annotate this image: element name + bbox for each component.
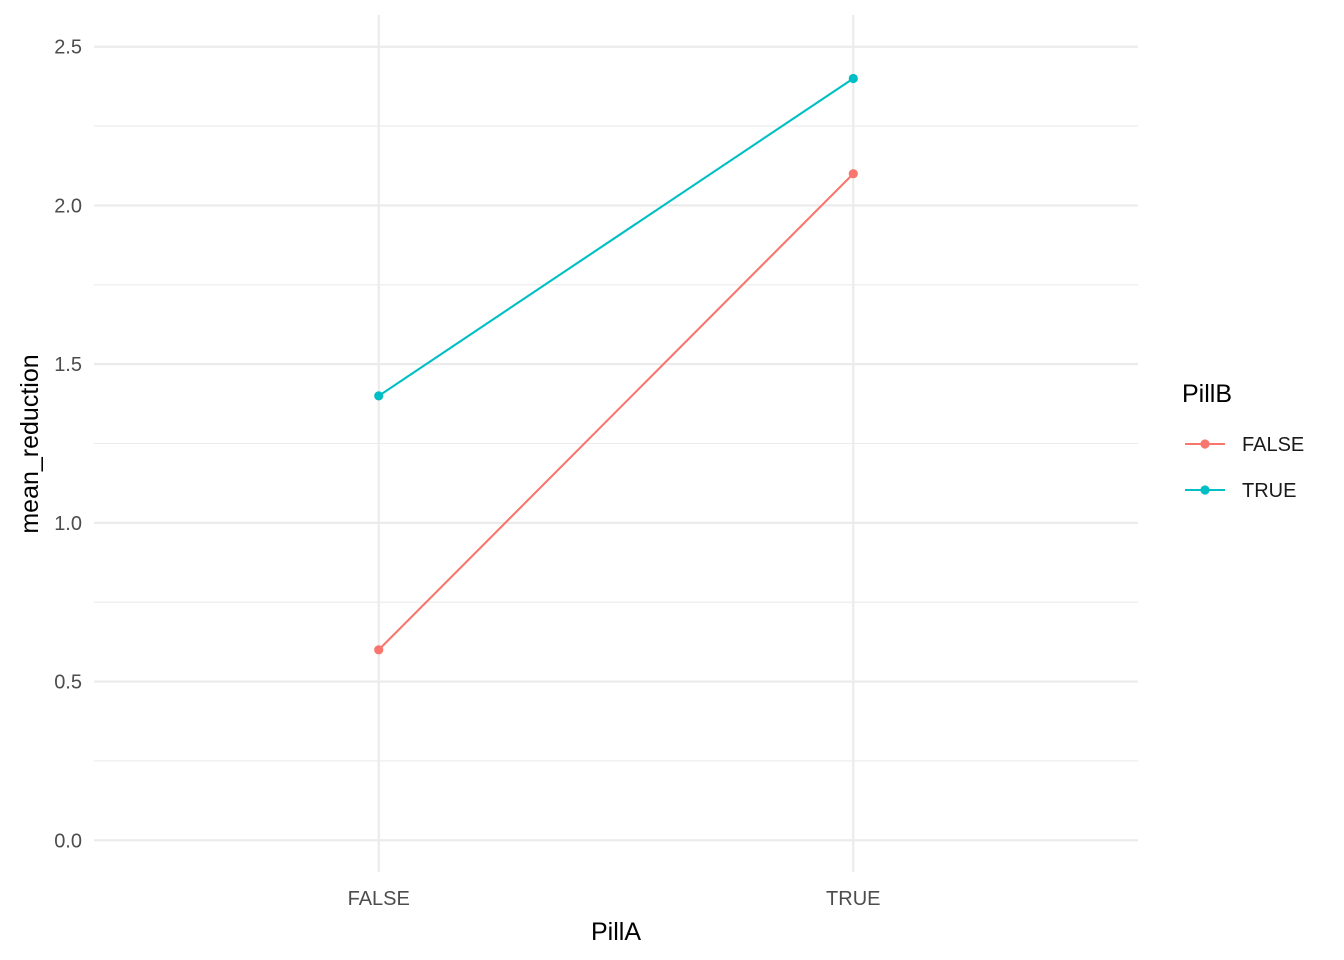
y-axis-title: mean_reduction: [16, 354, 44, 533]
x-axis-title: PillA: [591, 918, 641, 946]
grid: [94, 15, 1138, 872]
y-tick-label: 2.0: [54, 195, 82, 217]
x-tick-label: FALSE: [348, 888, 410, 910]
series-line-true: [378, 77, 854, 397]
series-layer: [374, 73, 858, 655]
legend: PillB FALSE TRUE: [1182, 380, 1304, 502]
legend-title: PillB: [1182, 380, 1232, 408]
legend-key-point-false: [1200, 439, 1210, 449]
y-tick-label: 2.5: [54, 37, 82, 59]
legend-label-true: TRUE: [1242, 480, 1296, 502]
legend-label-false: FALSE: [1242, 434, 1304, 456]
data-point-false: [374, 645, 384, 655]
legend-key-point-true: [1200, 485, 1210, 495]
y-axis-ticks: 0.0 0.5 1.0 1.5 2.0 2.5: [54, 37, 82, 853]
legend-items: FALSE TRUE: [1185, 434, 1304, 502]
x-axis-ticks: FALSE TRUE: [348, 888, 881, 910]
x-tick-label: TRUE: [826, 888, 880, 910]
data-point-true: [374, 391, 384, 401]
data-point-true: [848, 73, 858, 84]
y-tick-label: 1.0: [54, 513, 82, 535]
y-tick-label: 1.5: [54, 354, 82, 376]
y-tick-label: 0.5: [54, 672, 82, 694]
series-line-false: [377, 172, 855, 651]
data-point-false: [848, 169, 858, 179]
y-tick-label: 0.0: [54, 830, 82, 852]
